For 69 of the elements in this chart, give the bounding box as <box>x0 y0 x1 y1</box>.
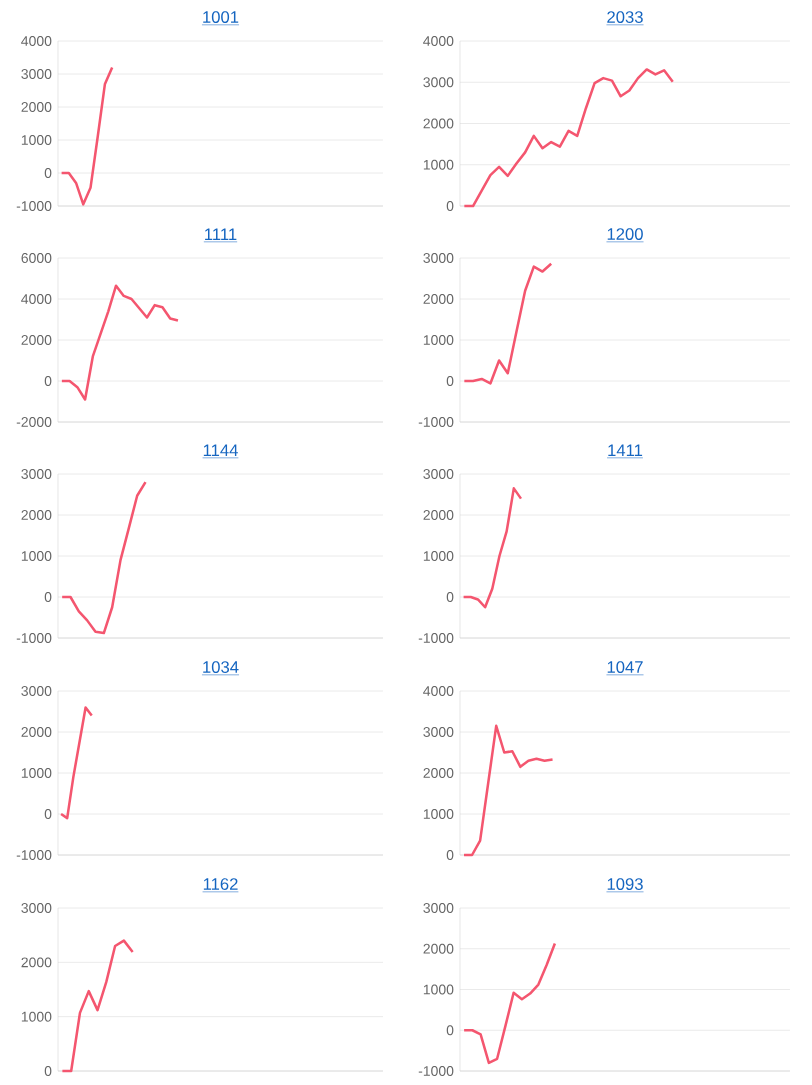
chart-title: 1034 <box>203 661 239 673</box>
y-tick-label: 1000 <box>423 984 454 995</box>
y-tick-label: 0 <box>446 376 454 386</box>
y-tick-label: 2000 <box>21 957 52 968</box>
y-tick-label: 6000 <box>21 253 52 263</box>
line-series <box>463 68 675 208</box>
chart-title: 2033 <box>607 11 643 23</box>
y-tick-label: 1000 <box>21 1011 52 1022</box>
y-tick-label: 0 <box>446 1025 454 1036</box>
y-tick-label: 0 <box>44 168 52 178</box>
y-tick-label: -1000 <box>16 201 52 211</box>
y-tick-label: 1000 <box>21 135 52 145</box>
y-tick-label: 3000 <box>423 469 454 479</box>
y-tick-label: 2000 <box>21 727 52 737</box>
y-tick-label: 3000 <box>423 727 454 737</box>
y-tick-label: 3000 <box>423 77 454 88</box>
y-tick-label: 2000 <box>21 510 52 520</box>
chart-title: 1111 <box>205 228 237 240</box>
line-series <box>60 480 147 635</box>
line-series <box>60 66 114 206</box>
y-tick-label: 0 <box>446 201 454 211</box>
y-tick-label: 0 <box>44 592 52 602</box>
y-tick-label: 1000 <box>21 768 52 778</box>
chart-title: 1144 <box>203 444 238 456</box>
y-tick-label: 0 <box>44 809 52 819</box>
y-tick-label: 2000 <box>423 768 454 778</box>
y-tick-label: -1000 <box>16 633 52 643</box>
y-tick-label: 4000 <box>21 36 52 46</box>
y-tick-label: 1000 <box>423 335 454 345</box>
y-tick-label: -1000 <box>418 633 454 643</box>
line-series <box>61 939 134 1073</box>
line-series <box>462 942 557 1065</box>
y-tick-label: 2000 <box>423 943 454 954</box>
y-tick-label: -2000 <box>16 417 52 427</box>
y-tick-label: 4000 <box>423 686 454 696</box>
chart-title: 1411 <box>608 444 643 456</box>
y-tick-label: 0 <box>44 376 52 386</box>
y-tick-label: 3000 <box>21 903 52 913</box>
y-tick-label: 3000 <box>21 686 52 696</box>
y-tick-label: -1000 <box>418 417 454 427</box>
y-tick-label: 2000 <box>423 294 454 304</box>
y-tick-label: 3000 <box>423 903 454 913</box>
line-series <box>462 487 523 609</box>
y-tick-label: 1000 <box>423 159 454 170</box>
y-tick-label: 2000 <box>423 118 454 129</box>
y-tick-label: 3000 <box>21 69 52 79</box>
y-tick-label: 2000 <box>21 335 52 345</box>
y-tick-label: 2000 <box>21 102 52 112</box>
y-tick-label: -1000 <box>16 850 52 860</box>
y-tick-label: 0 <box>446 592 454 602</box>
y-tick-label: 0 <box>44 1066 52 1076</box>
y-tick-label: 3000 <box>21 469 52 479</box>
y-tick-label: -1000 <box>418 1066 454 1076</box>
y-tick-label: 1000 <box>21 551 52 561</box>
y-tick-label: 1000 <box>423 551 454 561</box>
chart-title: 1001 <box>203 11 239 23</box>
line-series <box>463 262 553 385</box>
line-series <box>462 724 554 857</box>
y-tick-label: 1000 <box>423 809 454 819</box>
y-tick-label: 3000 <box>423 253 454 263</box>
chart-title: 1162 <box>203 878 238 890</box>
chart-title: 1047 <box>607 661 643 673</box>
y-tick-label: 4000 <box>21 294 52 304</box>
line-series <box>60 284 180 401</box>
chart-title: 1200 <box>607 228 643 240</box>
y-tick-label: 4000 <box>423 36 454 46</box>
y-tick-label: 2000 <box>423 510 454 520</box>
y-tick-label: 0 <box>446 850 454 860</box>
chart-title: 1093 <box>607 878 643 890</box>
